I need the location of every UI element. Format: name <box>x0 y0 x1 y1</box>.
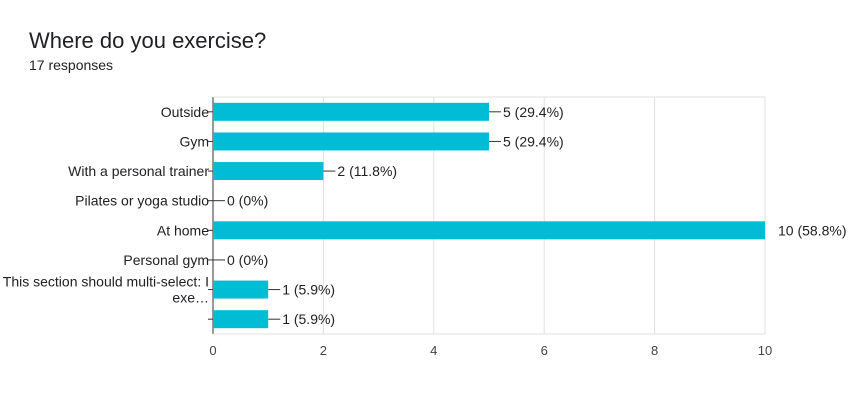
x-tick-label: 4 <box>430 343 437 358</box>
bar <box>213 162 324 181</box>
x-tick-label: 10 <box>758 343 772 358</box>
value-label: 0 (0%) <box>227 193 268 209</box>
category-label-line: exe… <box>172 290 209 306</box>
x-tick-label: 6 <box>541 343 548 358</box>
category-label: Gym <box>179 133 209 149</box>
category-label-line: With a personal trainer <box>68 163 209 179</box>
chart-title: Where do you exercise? <box>29 28 267 53</box>
category-label: With a personal trainer <box>68 163 209 179</box>
value-label: 1 (5.9%) <box>282 311 335 327</box>
category-label: At home <box>157 222 209 238</box>
bar <box>213 221 765 240</box>
category-label-line: Personal gym <box>123 252 209 268</box>
category-label: Outside <box>161 104 209 120</box>
value-label: 1 (5.9%) <box>282 282 335 298</box>
bar <box>213 310 269 329</box>
category-label: Pilates or yoga studio <box>75 193 209 209</box>
value-label: 10 (58.8%) <box>778 222 846 238</box>
bar <box>213 132 489 151</box>
category-label-line: Gym <box>179 133 209 149</box>
x-tick-label: 0 <box>209 343 216 358</box>
response-count: 17 responses <box>29 57 114 73</box>
category-label-line: Pilates or yoga studio <box>75 193 209 209</box>
value-label: 5 (29.4%) <box>503 133 564 149</box>
bars <box>213 102 765 329</box>
bar <box>213 280 269 299</box>
value-label: 2 (11.8%) <box>337 163 397 179</box>
labels: 0 2 4 6 8 10 Outside 5 (29.4%) Gym 5 (29.4%) With … <box>3 104 847 358</box>
category-label-line: At home <box>157 222 209 238</box>
x-tick-label: 8 <box>651 343 658 358</box>
bar <box>213 102 489 121</box>
x-tick-label: 2 <box>320 343 327 358</box>
category-label: Personal gym <box>123 252 209 268</box>
category-label-line: Outside <box>161 104 209 120</box>
value-label: 5 (29.4%) <box>503 104 564 120</box>
category-label-line: This section should multi-select: I <box>3 274 209 290</box>
value-label: 0 (0%) <box>227 252 268 268</box>
